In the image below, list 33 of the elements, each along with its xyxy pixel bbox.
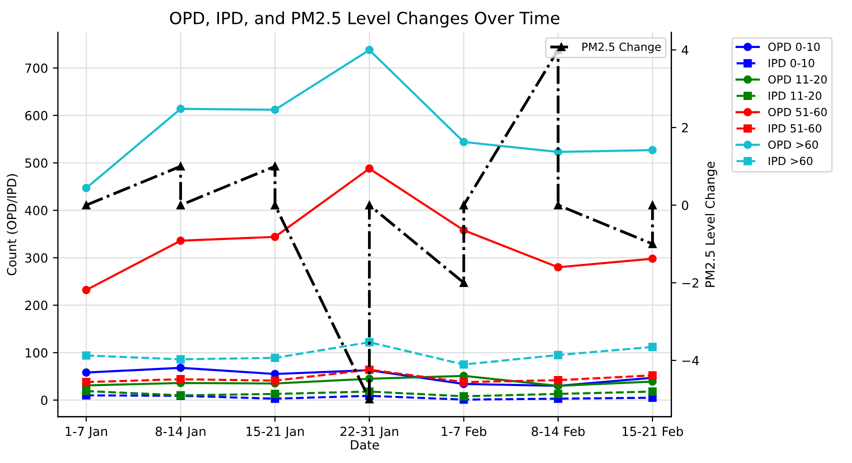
y-tick-label: 700	[25, 63, 48, 73]
legend-label: IPD 51-60	[768, 124, 822, 133]
legend-label: IPD >60	[768, 156, 812, 166]
y2-axis-title: PM2.5 Level Change	[705, 162, 718, 287]
y2-tick-label: 2	[682, 122, 688, 132]
y-tick-label: 200	[25, 300, 48, 310]
y-tick-label: 400	[24, 206, 48, 216]
legend-label: PM2.5 Change	[582, 42, 661, 54]
y2-tick-label: 4	[682, 46, 688, 55]
legend-label: IPD 11-20	[768, 92, 822, 100]
y2-tick-label: −4	[682, 356, 699, 366]
legend-label: OPD >60	[768, 140, 818, 149]
legend-label: OPD 0-10	[768, 42, 820, 52]
x-tick-label: 1-7 Jan	[66, 426, 108, 438]
x-tick-label: 8-14 Jan	[156, 426, 206, 438]
y-tick-label: 500	[25, 158, 48, 168]
y-axis-title: Count (OPD/IPD)	[6, 174, 18, 276]
y-tick-label: 600	[25, 110, 48, 120]
x-tick-label: 22-31 Jan	[340, 426, 398, 438]
x-tick-label: 15-21 Feb	[622, 426, 684, 436]
x-axis-title: Date	[350, 440, 379, 450]
y2-tick-label: 0	[682, 200, 688, 210]
chart-title: OPD, IPD, and PM2.5 Level Changes Over Time	[170, 11, 560, 28]
legend-label: OPD 51-60	[768, 108, 827, 116]
x-tick-label: 15-21 Jan	[246, 426, 304, 438]
legend-label: OPD 11-20	[768, 75, 827, 84]
y2-tick-label: −2	[682, 278, 698, 288]
x-tick-label: 8-14 Feb	[532, 426, 585, 436]
legend-label: IPD 0-10	[768, 58, 814, 68]
y-tick-label: 100	[26, 348, 48, 358]
y-tick-label: 300	[25, 253, 48, 263]
x-tick-label: 1-7 Feb	[442, 426, 486, 436]
y-tick-label: 0	[41, 396, 48, 406]
